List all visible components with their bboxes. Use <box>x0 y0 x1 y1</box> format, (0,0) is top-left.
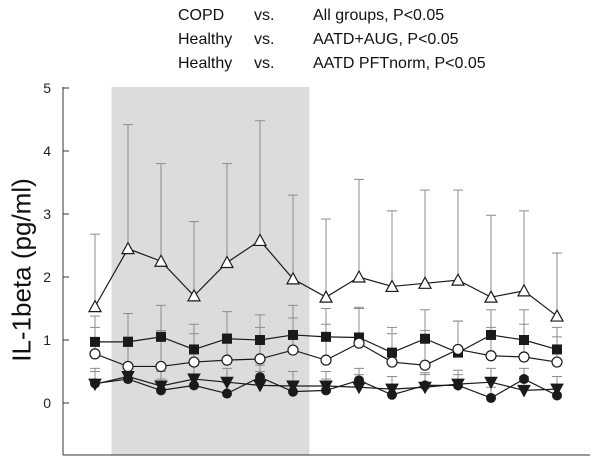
y-tick-label: 1 <box>43 332 51 348</box>
data-point <box>90 378 100 389</box>
y-tick-label: 0 <box>43 395 51 411</box>
y-axis-label: IL-1beta (pg/ml) <box>6 178 37 362</box>
data-point <box>318 289 334 303</box>
data-point <box>321 385 331 396</box>
data-point <box>286 380 300 394</box>
data-point <box>486 392 496 403</box>
data-point <box>89 348 101 360</box>
data-point <box>255 372 265 383</box>
data-point <box>187 373 201 387</box>
data-point <box>222 333 232 344</box>
annotation-left: COPD <box>178 7 225 24</box>
data-point <box>321 331 331 342</box>
data-point <box>485 350 497 362</box>
data-point <box>254 353 266 365</box>
data-point <box>320 354 332 366</box>
data-point <box>453 380 463 391</box>
data-point <box>353 337 365 349</box>
data-point <box>552 344 562 355</box>
data-point <box>288 386 298 397</box>
y-tick-label: 4 <box>43 143 51 159</box>
annotation-vs: vs. <box>254 7 275 24</box>
data-point <box>156 331 166 342</box>
data-point <box>450 272 466 286</box>
data-point <box>90 336 100 347</box>
data-point <box>517 384 531 398</box>
annotation-left: Healthy <box>178 31 233 48</box>
data-point <box>221 354 233 366</box>
data-point <box>483 289 499 303</box>
data-point <box>186 288 202 302</box>
data-point <box>219 255 235 269</box>
data-point <box>419 359 431 371</box>
significance-annotations: COPD vs. All groups, P<0.05 Healthy vs. … <box>0 0 594 80</box>
data-point <box>351 269 367 283</box>
annotation-vs: vs. <box>254 55 275 72</box>
data-point <box>156 385 166 396</box>
shaded-region <box>111 87 310 455</box>
data-point <box>386 356 398 368</box>
y-tick-label: 5 <box>43 80 51 96</box>
data-point <box>387 347 397 358</box>
data-point <box>486 329 496 340</box>
data-point <box>354 332 364 343</box>
data-point <box>188 356 200 368</box>
annotation-right: AATD PFTnorm, P<0.05 <box>313 55 486 72</box>
data-point <box>551 356 563 368</box>
data-point <box>417 276 433 289</box>
data-point <box>516 283 532 297</box>
data-point <box>87 299 103 313</box>
data-point <box>288 329 298 340</box>
data-point <box>122 360 134 373</box>
annotation-right: AATD+AUG, P<0.05 <box>313 31 459 48</box>
data-point <box>387 389 397 400</box>
data-point <box>155 360 167 373</box>
data-point <box>354 375 364 386</box>
data-point <box>285 271 301 285</box>
data-point <box>153 253 169 267</box>
data-point <box>484 376 498 390</box>
data-point <box>384 279 400 293</box>
annotation-right: All groups, P<0.05 <box>313 7 445 24</box>
data-point <box>550 383 564 397</box>
data-point <box>252 233 268 247</box>
data-point <box>255 335 265 345</box>
data-point <box>120 241 136 255</box>
data-point <box>385 383 399 397</box>
annotation-vs: vs. <box>254 31 275 48</box>
data-point <box>189 344 199 355</box>
data-point <box>220 376 234 390</box>
y-tick-label: 3 <box>43 206 51 222</box>
data-point <box>189 380 199 391</box>
y-tick-label: 2 <box>43 269 51 285</box>
data-point <box>123 336 133 347</box>
data-point <box>123 374 133 385</box>
data-point <box>287 344 299 356</box>
data-point <box>519 335 529 345</box>
data-point <box>420 333 430 344</box>
data-point <box>222 388 232 399</box>
data-point <box>549 308 565 322</box>
data-point <box>452 343 464 356</box>
data-point <box>552 390 562 401</box>
annotation-left: Healthy <box>178 55 233 72</box>
data-point <box>518 351 530 363</box>
data-point <box>519 374 529 385</box>
data-point <box>420 380 430 391</box>
